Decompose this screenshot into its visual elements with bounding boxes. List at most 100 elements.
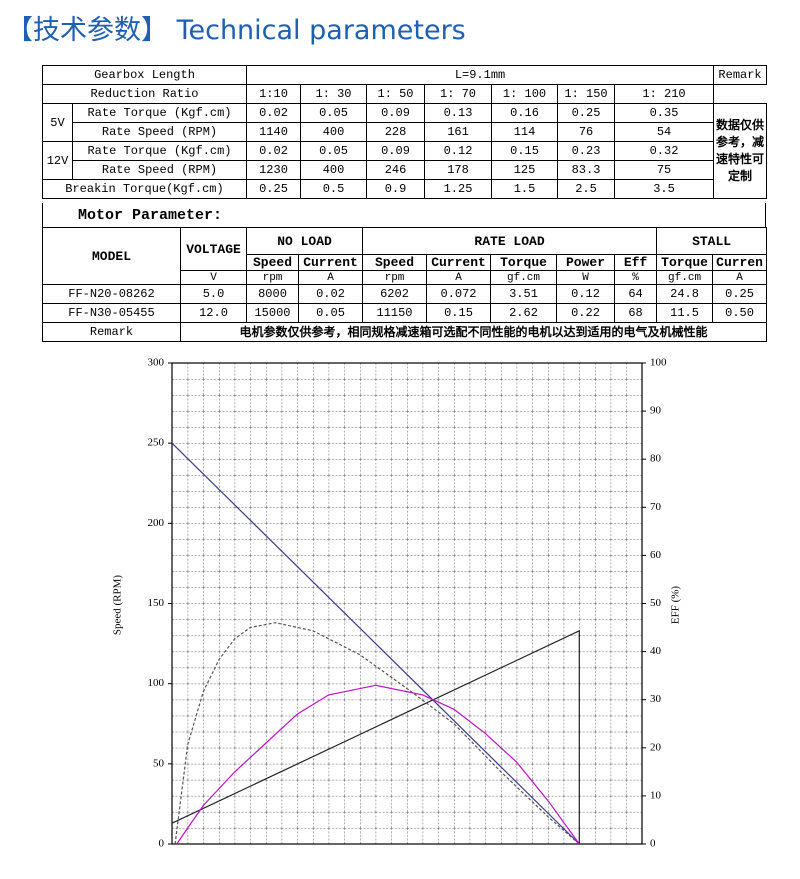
cell: 3.51	[490, 284, 558, 304]
remark: 电机参数仅供参考，相同规格减速箱可选配不同性能的电机以达到适用的电气及机械性能	[179, 322, 768, 342]
cell: 0.9	[366, 179, 426, 199]
y2-tick-label: 50	[650, 597, 662, 609]
y2-axis-title: EFF (%)	[670, 586, 682, 625]
motor-title: Motor Parameter:	[42, 203, 766, 227]
row: Rate Speed (RPM) 1140 400 228 161 114 76 54	[43, 122, 767, 142]
row: MODEL VOLTAGE NO LOAD RATE LOAD STALL	[42, 227, 768, 285]
gearbox-table: Gearbox Length L=9.1mm Remark Reduction Rat…	[41, 65, 768, 199]
cell: FF-N20-08262	[42, 284, 181, 304]
cell: 11150	[362, 303, 428, 323]
cell: 54	[614, 122, 715, 142]
cell: A	[426, 270, 492, 285]
cell: gf.cm	[656, 270, 714, 285]
chart: 0 50 100 150 200 250 300 0 10 20 30 40 50 60 70 80 90 100…	[112, 357, 682, 850]
row: 12V Rate Torque (Kgf.cm) 0.02 0.05 0.09 0.12 0…	[42, 141, 767, 180]
cell: 246	[366, 160, 426, 180]
cell: STALL	[656, 227, 768, 255]
cell: NO LOAD	[245, 227, 364, 255]
cell: Torque	[490, 254, 558, 271]
cell: 0.35	[614, 103, 715, 123]
cell: rpm	[362, 270, 428, 285]
cell: Torque	[656, 254, 714, 271]
cell: L=9.1mm	[246, 65, 715, 85]
page-title: 【技术参数】 Technical parameters	[6, 15, 466, 46]
cell: 5V	[42, 103, 73, 142]
y2-tick-label: 20	[650, 741, 662, 753]
cell: 24.8	[656, 284, 714, 304]
cell: 0.50	[712, 303, 768, 323]
cell: 1: 150	[557, 84, 616, 104]
cell: W	[556, 270, 616, 285]
row: Speed Current Speed Current Torque Power Eff To…	[43, 254, 768, 271]
cell: 1140	[246, 122, 302, 142]
cell: Speed	[362, 254, 428, 271]
cell: 1: 50	[366, 84, 426, 104]
cell: 0.22	[556, 303, 616, 323]
cell: 0.05	[297, 303, 364, 323]
y-axis-title: Speed (RPM)	[112, 575, 124, 636]
cell: 0.15	[491, 141, 559, 161]
cell: 2.62	[490, 303, 558, 323]
cell: 0.23	[557, 141, 616, 161]
cell: 12.0	[180, 303, 247, 323]
cell: Curren	[712, 254, 768, 271]
cell: 8000	[246, 284, 299, 304]
cell: 11.5	[656, 303, 714, 323]
cell: gf.cm	[490, 270, 558, 285]
cell: 0.13	[424, 103, 493, 123]
cell: MODEL	[42, 227, 181, 285]
cell: 161	[424, 122, 493, 142]
cell: 0.25	[246, 179, 302, 199]
cell: V	[180, 270, 247, 285]
cell: 0.09	[366, 141, 426, 161]
cell: 1: 30	[300, 84, 368, 104]
cell: Remark	[713, 65, 768, 85]
cell: Rate Speed (RPM)	[71, 122, 248, 142]
cell: 6202	[362, 284, 428, 304]
cell: A	[712, 270, 768, 285]
cell: 0.02	[297, 284, 364, 304]
cell: 0.16	[491, 103, 559, 123]
remark: 数据仅供参考，减速特性可定制	[713, 103, 768, 199]
cell: 0.12	[556, 284, 616, 304]
y-tick-label: 200	[148, 517, 165, 529]
cell: 1.25	[424, 179, 493, 199]
cell: 400	[300, 160, 368, 180]
cell: 0.05	[300, 141, 368, 161]
cell: 12V	[42, 141, 73, 180]
cell: 76	[557, 122, 616, 142]
row: FF-N30-05455 12.0 15000 0.05 11150 0.15 2.62 0.…	[42, 303, 768, 323]
row: Rate Speed (RPM) 1230 400 246 178 125 83.3 75	[43, 160, 767, 180]
cell: Reduction Ratio	[41, 84, 248, 104]
cell: 64	[614, 284, 658, 304]
cell: VOLTAGE	[180, 227, 247, 271]
cell: 1:10	[246, 84, 302, 104]
cell: 0.12	[424, 141, 493, 161]
y-tick-label: 0	[159, 838, 165, 850]
cell: 15000	[246, 303, 299, 323]
y2-tick-label: 0	[650, 838, 656, 850]
y-tick-label: 50	[153, 757, 165, 769]
y2-tick-label: 100	[650, 357, 667, 369]
cell: 178	[424, 160, 493, 180]
cell: 0.25	[557, 103, 616, 123]
series-line	[171, 629, 580, 844]
row: Gearbox Length L=9.1mm Remark	[41, 65, 768, 85]
cell: 68	[614, 303, 658, 323]
y2-tick-label: 40	[650, 645, 662, 657]
cell: Speed	[246, 254, 299, 271]
cell: Breakin Torque(Kgf.cm)	[41, 179, 248, 199]
series-line	[176, 684, 580, 845]
grid	[172, 363, 642, 844]
cell: FF-N30-05455	[42, 303, 181, 323]
cell: 0.09	[366, 103, 426, 123]
cell: 0.05	[300, 103, 368, 123]
cell: 0.072	[426, 284, 492, 304]
row: Remark 电机参数仅供参考，相同规格减速箱可选配不同性能的电机以达到适用的电气…	[42, 322, 768, 342]
series-line	[171, 442, 580, 845]
y-tick-label: 250	[148, 437, 165, 449]
cell: 114	[491, 122, 559, 142]
cell: Eff	[614, 254, 658, 271]
cell: 400	[300, 122, 368, 142]
